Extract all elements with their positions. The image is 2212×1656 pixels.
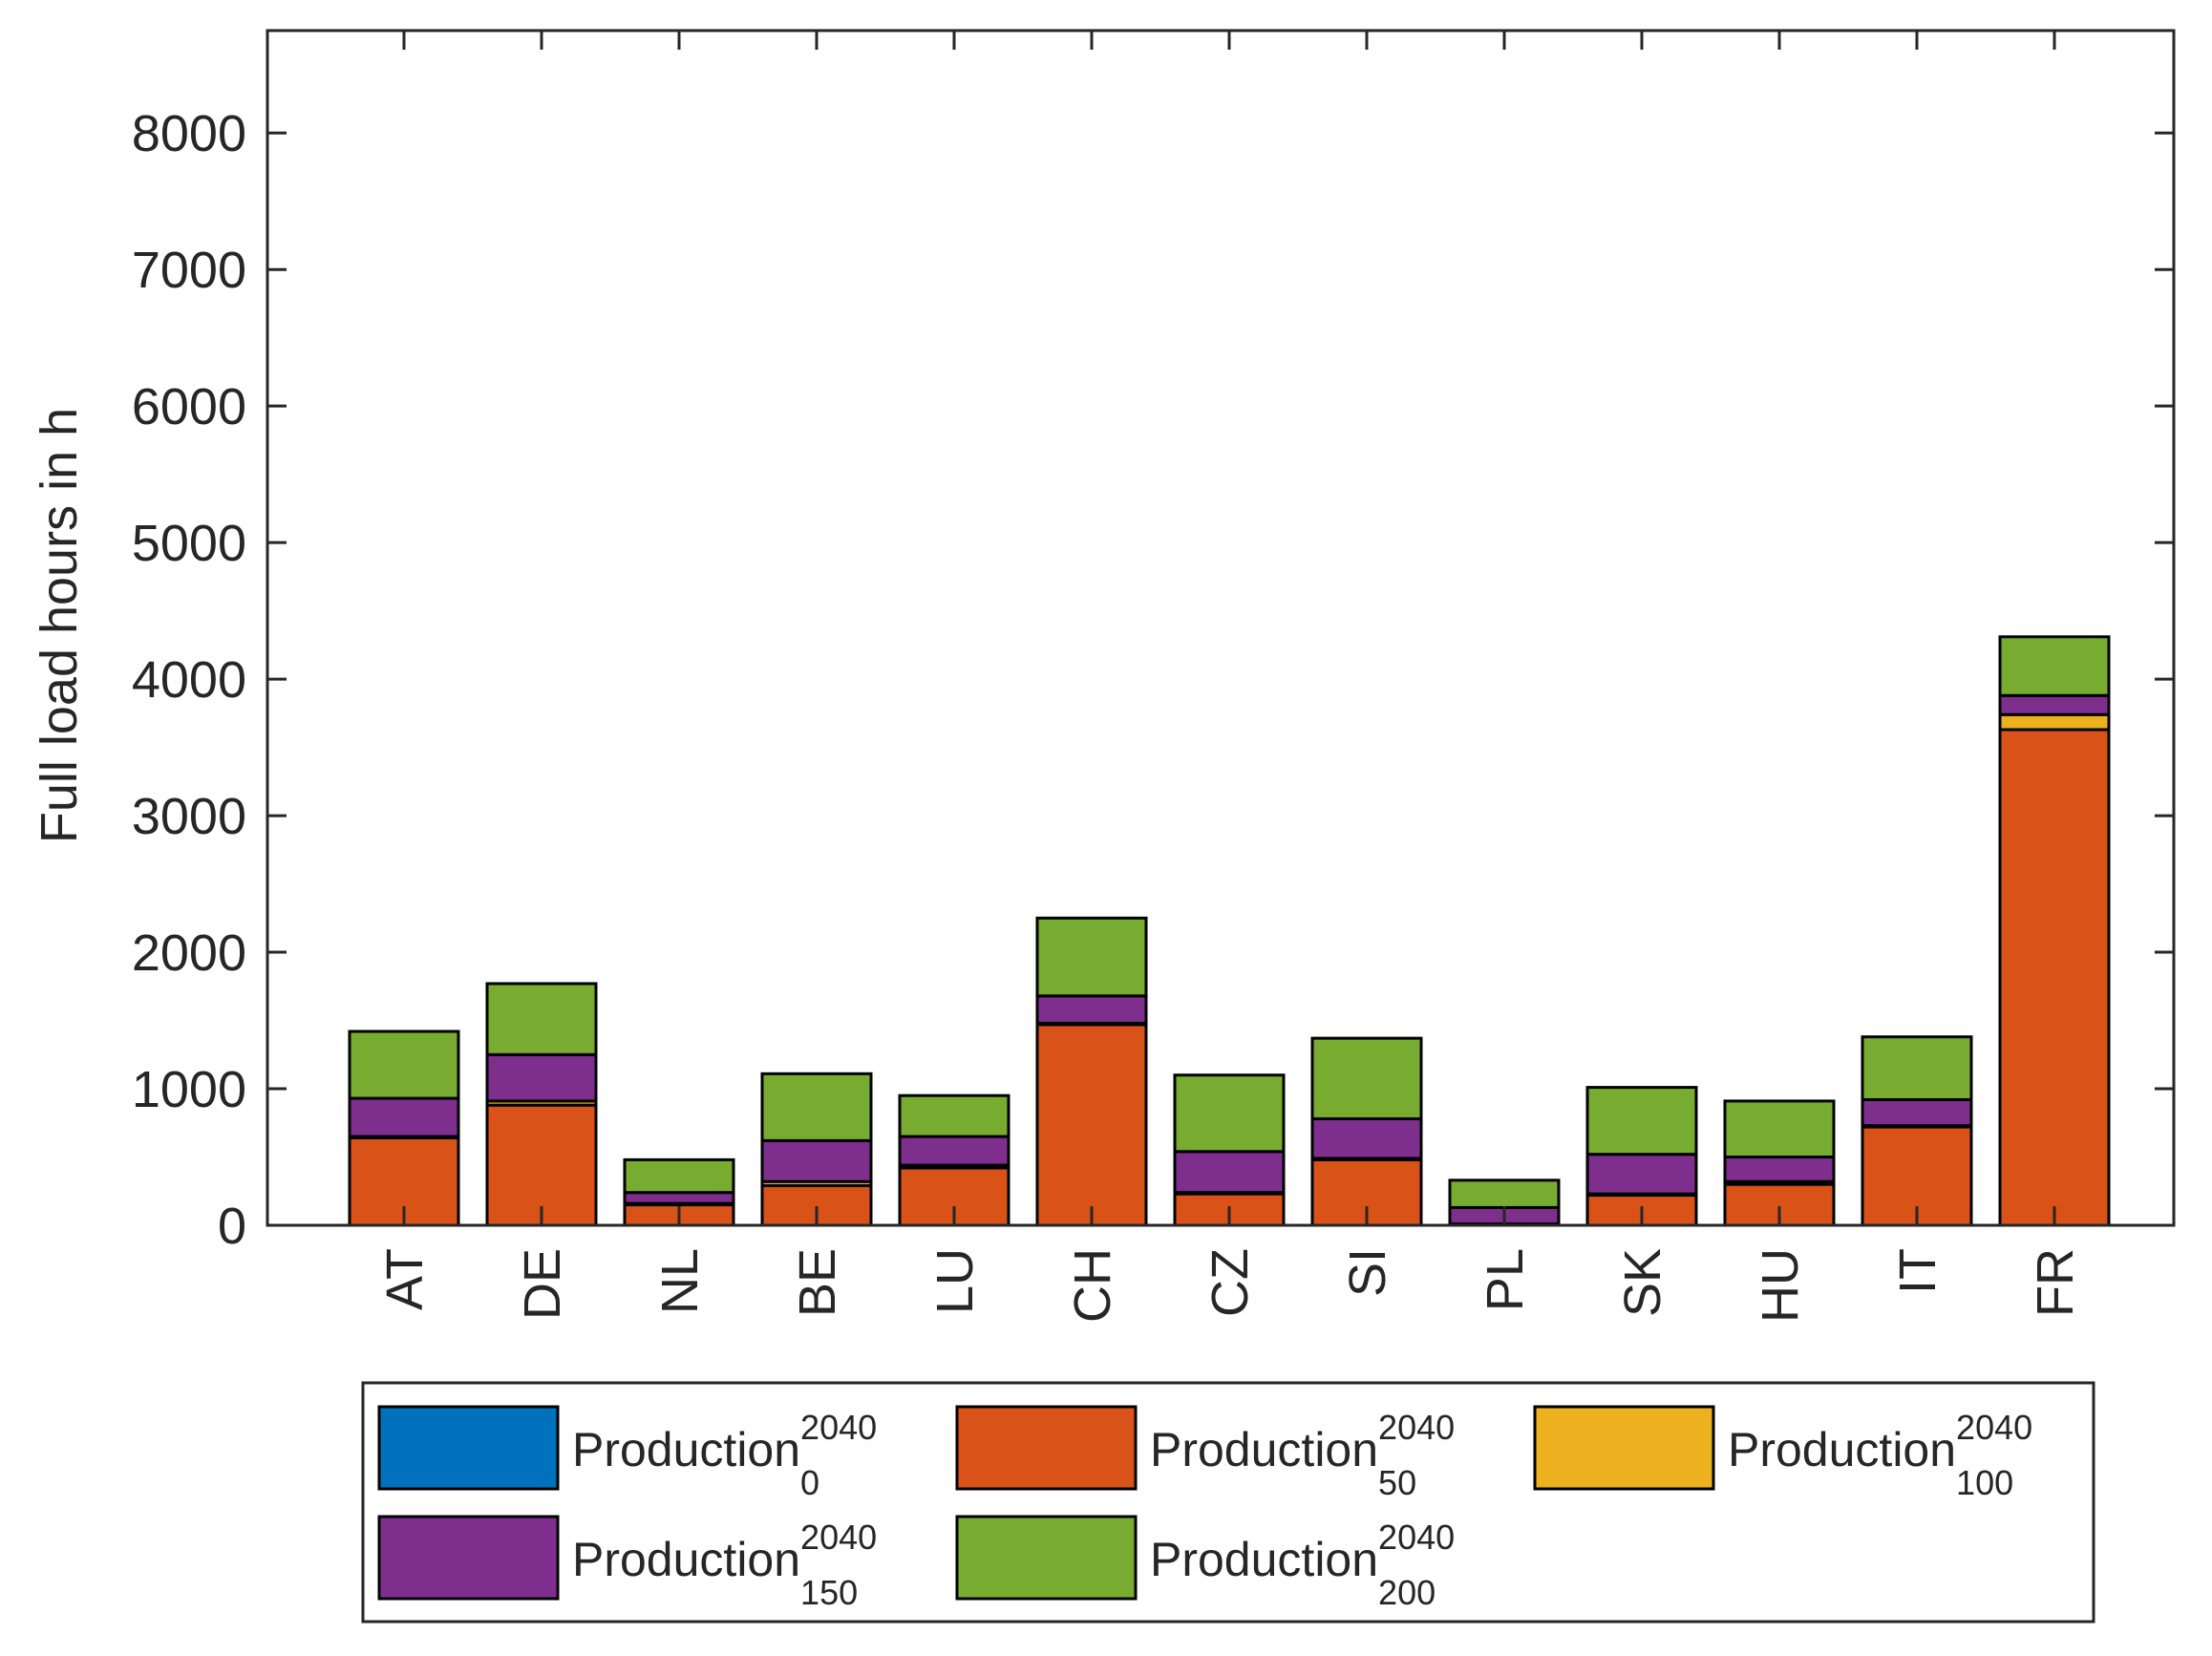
legend-swatch-100 [1533, 1405, 1715, 1491]
x-tick-label-si: SI [1339, 1248, 1396, 1297]
legend-label-0: Production2040 0 [572, 1408, 877, 1502]
x-tick-label-lu: LU [926, 1248, 984, 1314]
bar-fr-series-150 [1998, 693, 2111, 716]
bar-ch-series-50 [1035, 1023, 1148, 1227]
legend-swatch-150 [377, 1515, 560, 1601]
bar-at-series-150 [348, 1096, 460, 1138]
y-tick-label: 4000 [132, 651, 246, 709]
bar-lu-series-200 [898, 1093, 1010, 1138]
plot-area-border [266, 29, 2176, 1227]
bar-fr-series-200 [1998, 635, 2111, 697]
bar-cz-series-200 [1173, 1073, 1286, 1154]
y-tick-label: 0 [218, 1198, 246, 1255]
bar-de-series-150 [485, 1052, 598, 1103]
legend-label-200: Production2040 200 [1150, 1518, 1455, 1612]
legend: Production2040 0 Production2040 50 Productio… [361, 1381, 2095, 1624]
bar-be-series-150 [760, 1138, 873, 1183]
bar-be-series-200 [760, 1072, 873, 1142]
bar-it-series-200 [1861, 1035, 1973, 1101]
bar-cz-series-150 [1173, 1150, 1286, 1195]
bar-si-series-200 [1310, 1036, 1423, 1120]
x-tick-label-pl: PL [1477, 1248, 1534, 1311]
legend-box [361, 1381, 2095, 1624]
bar-lu-series-150 [898, 1135, 1010, 1167]
bar-hu-series-150 [1723, 1156, 1836, 1183]
legend-label-150: Production2040 150 [572, 1518, 877, 1612]
y-tick-label: 8000 [132, 105, 246, 162]
bar-it-series-150 [1861, 1097, 1973, 1128]
bar-de-series-200 [485, 982, 598, 1056]
bar-fr-series-100 [1998, 712, 2111, 732]
legend-swatch-50 [955, 1405, 1138, 1491]
x-tick-label-nl: NL [651, 1248, 709, 1314]
legend-label-100: Production2040 100 [1728, 1408, 2032, 1502]
x-tick-label-sk: SK [1614, 1248, 1671, 1317]
x-tick-label-cz: CZ [1202, 1248, 1259, 1317]
bar-si-series-150 [1310, 1116, 1423, 1160]
bar-sk-series-150 [1585, 1153, 1698, 1196]
bars-layer [348, 635, 2111, 1227]
y-tick-label: 2000 [132, 924, 246, 982]
bar-ch-series-150 [1035, 994, 1148, 1025]
y-tick-label: 5000 [132, 515, 246, 572]
x-tick-label-at: AT [376, 1248, 434, 1310]
bar-at-series-200 [348, 1030, 460, 1100]
x-tick-label-ch: CH [1064, 1248, 1121, 1323]
bar-sk-series-200 [1585, 1086, 1698, 1157]
x-tick-label-de: DE [514, 1248, 571, 1320]
legend-swatch-200 [955, 1515, 1138, 1601]
y-tick-label: 6000 [132, 378, 246, 435]
axes-layer: 0 1000 2000 3000 4000 5000 6000 7000 8000 AT DE NL B… [132, 29, 2176, 1323]
y-axis-label: Full load hours in h [31, 408, 88, 843]
y-tick-label: 1000 [132, 1061, 246, 1118]
bar-ch-series-200 [1035, 916, 1148, 998]
bar-hu-series-200 [1723, 1099, 1836, 1159]
bar-pl-series-200 [1448, 1178, 1561, 1209]
x-tick-label-it: IT [1889, 1248, 1946, 1294]
bar-nl-series-200 [623, 1157, 735, 1195]
x-tick-label-be: BE [789, 1248, 846, 1317]
y-tick-label: 7000 [132, 242, 246, 299]
legend-swatch-0 [377, 1405, 560, 1491]
y-tick-label: 3000 [132, 788, 246, 845]
bar-nl-series-150 [623, 1191, 735, 1205]
bar-fr-series-50 [1998, 728, 2111, 1227]
x-tick-label-hu: HU [1752, 1248, 1809, 1323]
x-tick-label-fr: FR [2027, 1248, 2084, 1317]
legend-label-50: Production2040 50 [1150, 1408, 1455, 1502]
